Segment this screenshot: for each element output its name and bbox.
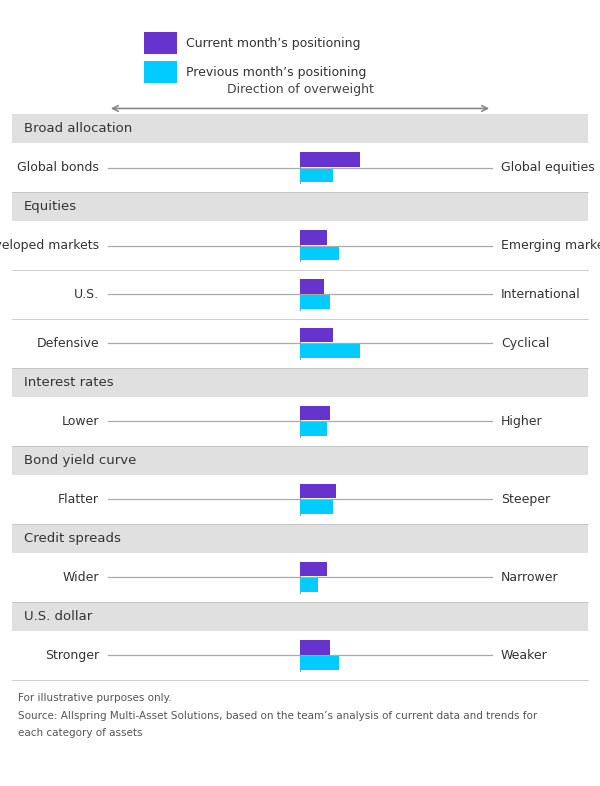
Bar xyxy=(300,169,333,182)
Bar xyxy=(300,296,330,309)
Bar xyxy=(12,475,588,523)
Bar xyxy=(12,446,588,475)
Bar xyxy=(12,602,588,631)
Text: International: International xyxy=(501,288,581,301)
Bar xyxy=(300,344,360,358)
Bar xyxy=(300,501,333,514)
Text: Narrower: Narrower xyxy=(501,571,559,584)
Text: Source: Allspring Multi-Asset Solutions, based on the team’s analysis of current: Source: Allspring Multi-Asset Solutions,… xyxy=(18,711,537,721)
Bar xyxy=(300,279,324,293)
Bar xyxy=(300,578,318,592)
Text: Stronger: Stronger xyxy=(45,649,99,662)
Bar xyxy=(12,192,588,222)
Text: Steeper: Steeper xyxy=(501,493,550,506)
Text: U.S. dollar: U.S. dollar xyxy=(24,610,92,623)
Bar xyxy=(12,368,588,397)
Text: Direction of overweight: Direction of overweight xyxy=(227,83,373,96)
Text: Global equities: Global equities xyxy=(501,161,595,174)
Text: U.S.: U.S. xyxy=(74,288,99,301)
Bar xyxy=(12,222,588,270)
Text: Equities: Equities xyxy=(24,200,77,213)
Bar xyxy=(300,230,327,244)
Bar xyxy=(12,523,588,553)
Text: Emerging markets: Emerging markets xyxy=(501,239,600,252)
Text: each category of assets: each category of assets xyxy=(18,728,143,738)
Bar xyxy=(300,562,327,576)
Bar xyxy=(144,32,177,54)
Bar xyxy=(300,640,330,655)
Text: Flatter: Flatter xyxy=(58,493,99,506)
Bar xyxy=(300,406,330,421)
Text: Wider: Wider xyxy=(62,571,99,584)
Bar xyxy=(12,319,588,368)
Text: Defensive: Defensive xyxy=(37,336,99,350)
Text: Previous month’s positioning: Previous month’s positioning xyxy=(186,66,367,79)
Bar xyxy=(144,61,177,83)
Bar xyxy=(12,114,588,143)
Bar xyxy=(300,656,339,670)
Text: Global bonds: Global bonds xyxy=(17,161,99,174)
Bar xyxy=(12,631,588,680)
Text: Bond yield curve: Bond yield curve xyxy=(24,454,136,467)
Bar xyxy=(12,397,588,446)
Bar xyxy=(300,247,339,260)
Bar xyxy=(300,328,333,342)
Text: Broad allocation: Broad allocation xyxy=(24,122,132,135)
Text: Credit spreads: Credit spreads xyxy=(24,532,121,545)
Text: Cyclical: Cyclical xyxy=(501,336,550,350)
Bar xyxy=(300,422,327,436)
Text: Higher: Higher xyxy=(501,415,542,428)
Text: For illustrative purposes only.: For illustrative purposes only. xyxy=(18,693,172,703)
Text: Current month’s positioning: Current month’s positioning xyxy=(186,37,361,50)
Text: Interest rates: Interest rates xyxy=(24,376,113,389)
Bar xyxy=(300,152,360,167)
Text: Lower: Lower xyxy=(62,415,99,428)
Bar xyxy=(12,553,588,602)
Bar xyxy=(12,143,588,192)
Text: Weaker: Weaker xyxy=(501,649,548,662)
Text: Developed markets: Developed markets xyxy=(0,239,99,252)
Bar xyxy=(300,483,336,498)
Bar xyxy=(12,270,588,319)
